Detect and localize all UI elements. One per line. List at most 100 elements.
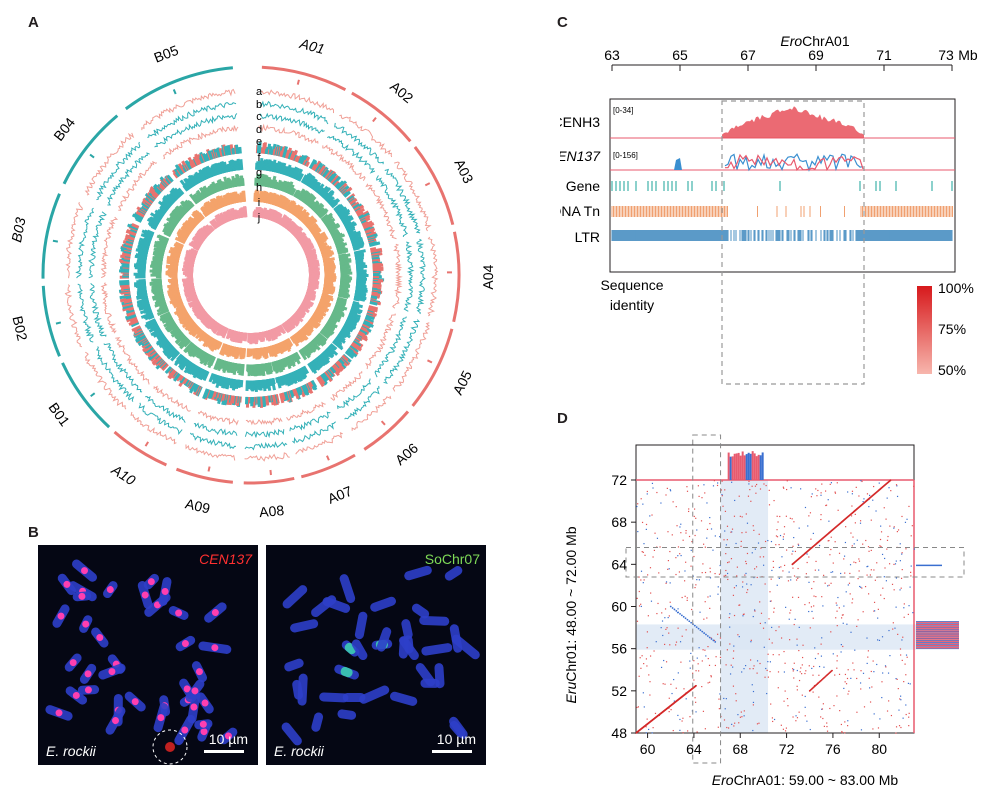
track-letter: i [258, 197, 260, 209]
probe-label: CEN137 [199, 551, 252, 567]
tick-label: 65 [672, 47, 688, 63]
centromere-tick [207, 466, 211, 472]
chromosome-label: A08 [259, 502, 285, 520]
chromosome-label: A10 [108, 461, 139, 489]
highlight-box-vertical [692, 434, 722, 764]
tick-label: 73 [938, 47, 954, 63]
track-label-ltr: LTR [575, 229, 600, 245]
panel-label-a: A [28, 14, 39, 31]
axis-unit: Mb [958, 47, 978, 63]
scale-bar [432, 750, 472, 753]
panel-label-c: C [557, 14, 568, 31]
scale-bar [204, 750, 244, 753]
chromosome-label: A01 [297, 35, 326, 57]
chromosome-label: A04 [480, 264, 496, 289]
centromere-tick [144, 441, 150, 447]
circos-track [181, 206, 320, 345]
chromosome-arc [300, 453, 356, 479]
legend-75: 75% [938, 321, 966, 337]
y-tick-label: 48 [611, 725, 627, 741]
tick-label: 63 [604, 47, 620, 63]
chromosome-label: B01 [45, 400, 73, 430]
circos-track [75, 100, 426, 451]
chromosome-label: A06 [392, 440, 421, 469]
circos-track [149, 173, 353, 377]
centromere-tick [424, 182, 431, 187]
chromosome-arc [61, 362, 111, 429]
micrograph-cen137: CEN137 E. rockii 10 µm [38, 545, 258, 765]
chromosome-label: B05 [152, 42, 181, 66]
chromosome-arc [41, 285, 61, 357]
chromosome-label: A02 [387, 78, 417, 106]
track-label-gene: Gene [566, 178, 600, 194]
circos-plot: A01 A02 A03 A04 A05 A06 A07 A08 A09 A10 B01 B02 B03 B… [8, 35, 496, 520]
highlight-box-horizontal [625, 546, 965, 578]
x-axis-label: EroChrA01: 59.00 ~ 83.00 Mb [712, 772, 899, 788]
panel-c-axis: 63 65 67 69 71 73 Mb [604, 47, 978, 71]
x-tick-label: 76 [825, 741, 841, 757]
track-letter: a [256, 86, 263, 98]
centromere-tick [90, 392, 96, 398]
chromosome-arc [113, 430, 168, 467]
centromere-tick [52, 239, 59, 243]
species-label: E. rockii [274, 743, 324, 759]
chromosome-arc [363, 410, 410, 451]
chromosome-label: A07 [325, 483, 354, 507]
centromere-tick [372, 116, 377, 123]
circos-track [133, 157, 369, 392]
centromere-tick [380, 420, 386, 426]
chromosome-label: A05 [449, 368, 475, 398]
chromosome-arc [351, 91, 412, 143]
circos-track [88, 112, 415, 439]
chromosome-label: B02 [9, 314, 30, 342]
y-tick-label: 64 [611, 556, 627, 572]
y-tick-label: 72 [611, 472, 627, 488]
centromere-tick [172, 89, 177, 95]
circos-track [118, 142, 385, 409]
legend-100: 100% [938, 280, 974, 296]
chromosome-spread-image [281, 565, 480, 746]
track-letter: d [256, 124, 262, 136]
inset-circle [152, 729, 188, 765]
micrograph-sochr07: SoChr07 E. rockii 10 µm [266, 545, 486, 765]
panel-label-d: D [557, 410, 568, 427]
dotplot-area: 60 64 68 72 76 80 72 68 64 60 56 52 48 [611, 434, 965, 764]
species-label: E. rockii [46, 743, 96, 759]
centromere-tick [296, 79, 300, 85]
circos-track [165, 189, 337, 360]
chromosome-label: A03 [451, 156, 476, 186]
tick-label: 71 [876, 47, 892, 63]
chromosome-arc [41, 193, 61, 279]
tick-label: 69 [808, 47, 824, 63]
chromosome-arc [62, 114, 119, 185]
track-label-cenh3: CENH3 [560, 114, 600, 130]
y-tick-label: 68 [611, 514, 627, 530]
x-tick-label: 80 [871, 741, 887, 757]
track-letter: h [256, 182, 262, 194]
panel-d-dotplot: 60 64 68 72 76 80 72 68 64 60 56 52 48 EroChrA01: 59… [563, 434, 965, 788]
chromosomes [45, 559, 238, 746]
sequence-identity-label: Sequence [600, 277, 663, 293]
y-axis-label: EruChr01: 48.00 ~ 72.00 Mb [563, 526, 579, 703]
chromosome-arc [413, 146, 455, 226]
range-label-cenh3: [0-34] [613, 106, 633, 115]
centromere-box [721, 100, 865, 385]
chromosome-arc [124, 66, 234, 111]
y-tick-label: 56 [611, 641, 627, 657]
track-frame [609, 98, 956, 273]
probe-label: SoChr07 [424, 551, 480, 567]
x-tick-label: 60 [640, 741, 656, 757]
circos-track [100, 123, 403, 426]
x-tick-label: 72 [779, 741, 795, 757]
centromere-tick [55, 321, 62, 325]
tick-label: 67 [740, 47, 756, 63]
x-tick-label: 64 [686, 741, 702, 757]
panel-c-title: EroChrA01 [780, 33, 849, 49]
track-letter: b [256, 99, 262, 111]
circos-track [64, 88, 439, 462]
x-tick-label: 68 [732, 741, 748, 757]
centromere-tick [326, 455, 330, 461]
track-letter: j [257, 212, 260, 224]
panel-label-b: B [28, 524, 39, 541]
sequence-identity-label-2: identity [610, 297, 654, 313]
